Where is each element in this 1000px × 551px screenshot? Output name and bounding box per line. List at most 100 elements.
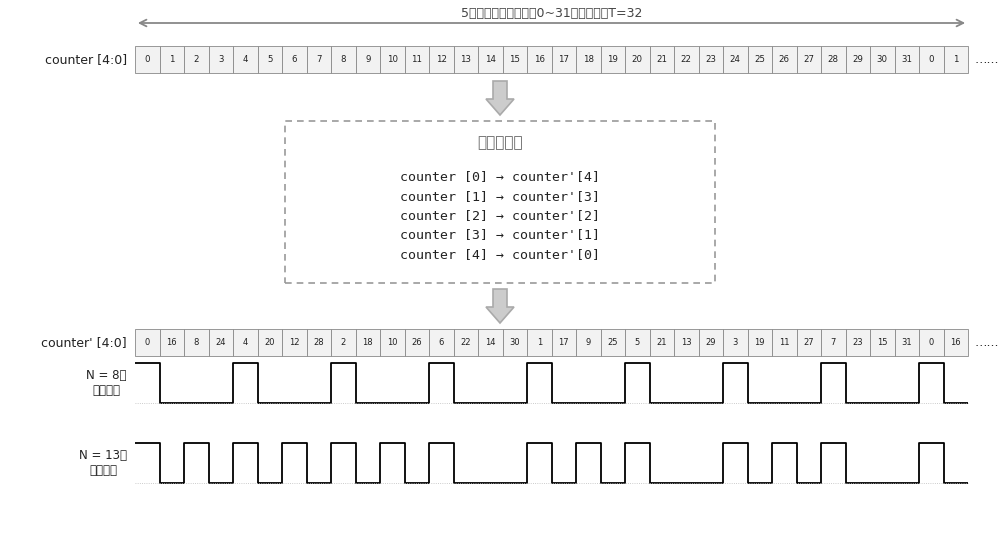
Text: 1: 1	[537, 338, 542, 347]
Bar	[454, 329, 478, 356]
Text: 28: 28	[313, 338, 324, 347]
Text: 8: 8	[194, 338, 199, 347]
Text: 11: 11	[411, 55, 422, 64]
Bar	[160, 46, 184, 73]
Bar	[306, 46, 331, 73]
Text: 6: 6	[439, 338, 444, 347]
Text: counter [1] → counter'[3]: counter [1] → counter'[3]	[400, 190, 600, 203]
Text: 20: 20	[264, 338, 275, 347]
Text: 5位计数器，计数范围0~31，计数周期T=32: 5位计数器，计数范围0~31，计数周期T=32	[461, 7, 642, 20]
Bar	[625, 329, 650, 356]
Text: counter [4] → counter'[0]: counter [4] → counter'[0]	[400, 248, 600, 261]
Bar	[650, 329, 674, 356]
Text: 17: 17	[558, 55, 569, 64]
Text: 14: 14	[485, 338, 496, 347]
Text: 18: 18	[583, 55, 594, 64]
Text: 20: 20	[632, 55, 643, 64]
Text: 5: 5	[635, 338, 640, 347]
Bar	[821, 46, 846, 73]
Text: counter [4:0]: counter [4:0]	[45, 53, 127, 66]
Text: 23: 23	[705, 55, 716, 64]
Bar	[674, 329, 698, 356]
Bar	[503, 329, 527, 356]
Text: 13: 13	[681, 338, 692, 347]
Text: 14: 14	[485, 55, 496, 64]
Text: 9: 9	[365, 55, 370, 64]
Text: 17: 17	[558, 338, 569, 347]
Polygon shape	[486, 289, 514, 323]
Text: …...: …...	[974, 53, 998, 66]
Bar	[184, 329, 208, 356]
Bar	[258, 329, 282, 356]
Text: 30: 30	[509, 338, 520, 347]
Text: counter' [4:0]: counter' [4:0]	[41, 336, 127, 349]
Bar	[258, 46, 282, 73]
Text: 7: 7	[831, 338, 836, 347]
Text: 2: 2	[194, 55, 199, 64]
Bar	[135, 46, 160, 73]
Bar	[552, 329, 576, 356]
Bar	[919, 329, 944, 356]
Bar	[306, 329, 331, 356]
Bar	[380, 329, 404, 356]
Text: 4: 4	[242, 55, 248, 64]
Text: 26: 26	[779, 55, 790, 64]
Bar	[600, 46, 625, 73]
Text: 16: 16	[166, 338, 177, 347]
Text: 27: 27	[803, 55, 814, 64]
Bar	[478, 329, 503, 356]
Bar	[944, 329, 968, 356]
Bar	[380, 46, 404, 73]
Bar	[454, 46, 478, 73]
Bar	[208, 46, 233, 73]
Text: counter [3] → counter'[1]: counter [3] → counter'[1]	[400, 229, 600, 241]
Bar	[429, 46, 454, 73]
Bar	[723, 46, 748, 73]
Text: 16: 16	[534, 55, 545, 64]
Bar	[576, 46, 600, 73]
Text: 0: 0	[929, 338, 934, 347]
Text: 24: 24	[216, 338, 226, 347]
Text: 25: 25	[608, 338, 618, 347]
Bar	[184, 46, 208, 73]
Text: 24: 24	[730, 55, 741, 64]
Text: 31: 31	[901, 338, 912, 347]
Bar	[919, 46, 944, 73]
Text: N = 13时
输出波形: N = 13时 输出波形	[79, 449, 127, 477]
Text: 19: 19	[755, 338, 765, 347]
Bar	[331, 46, 356, 73]
Text: 26: 26	[411, 338, 422, 347]
Bar	[796, 46, 821, 73]
Text: 22: 22	[681, 55, 692, 64]
Bar	[233, 329, 258, 356]
Bar	[600, 329, 625, 356]
Bar	[429, 329, 454, 356]
Bar	[870, 46, 895, 73]
Text: 29: 29	[706, 338, 716, 347]
Text: 12: 12	[436, 55, 447, 64]
Text: 19: 19	[607, 55, 618, 64]
Text: N = 8时
输出波形: N = 8时 输出波形	[87, 369, 127, 397]
Text: 0: 0	[145, 338, 150, 347]
Bar	[285, 121, 715, 283]
Bar	[772, 46, 796, 73]
Bar	[870, 329, 895, 356]
Text: counter [2] → counter'[2]: counter [2] → counter'[2]	[400, 209, 600, 222]
Text: 21: 21	[656, 55, 667, 64]
Text: 3: 3	[733, 338, 738, 347]
Text: 10: 10	[387, 55, 398, 64]
Text: 3: 3	[218, 55, 224, 64]
Text: 2: 2	[341, 338, 346, 347]
Bar	[160, 329, 184, 356]
Bar	[135, 329, 160, 356]
Bar	[821, 329, 846, 356]
Text: 8: 8	[340, 55, 346, 64]
Text: 15: 15	[509, 55, 520, 64]
Text: 25: 25	[754, 55, 765, 64]
Text: 21: 21	[656, 338, 667, 347]
Bar	[625, 46, 650, 73]
Bar	[282, 46, 306, 73]
Text: 1: 1	[169, 55, 175, 64]
Bar	[576, 329, 600, 356]
Text: 5: 5	[267, 55, 272, 64]
